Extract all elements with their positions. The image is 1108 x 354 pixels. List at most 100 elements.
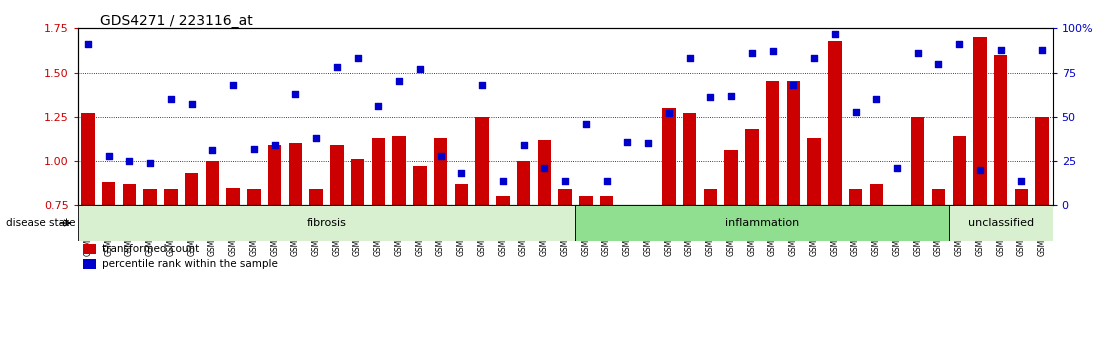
- Bar: [206, 161, 219, 205]
- Point: [597, 178, 615, 183]
- Bar: [704, 189, 717, 205]
- Bar: [953, 136, 966, 205]
- Bar: [766, 81, 779, 205]
- Bar: [434, 138, 448, 205]
- Point: [473, 82, 491, 88]
- Bar: [725, 150, 738, 205]
- Bar: [911, 117, 924, 205]
- Bar: [663, 108, 676, 205]
- Bar: [808, 138, 821, 205]
- Point: [369, 103, 387, 109]
- Bar: [994, 55, 1007, 205]
- Point: [349, 56, 367, 61]
- Text: transformed count: transformed count: [102, 244, 199, 254]
- Bar: [973, 37, 987, 205]
- Bar: [1015, 189, 1028, 205]
- Point: [660, 110, 678, 116]
- Bar: [575, 205, 948, 241]
- Point: [763, 48, 781, 54]
- Bar: [1036, 117, 1049, 205]
- Point: [971, 167, 988, 173]
- Point: [142, 160, 160, 166]
- Point: [245, 146, 263, 152]
- Point: [909, 50, 926, 56]
- Point: [556, 178, 574, 183]
- Bar: [870, 184, 883, 205]
- Bar: [392, 136, 406, 205]
- Point: [390, 79, 408, 84]
- Point: [701, 95, 719, 100]
- Point: [535, 165, 553, 171]
- Point: [889, 165, 906, 171]
- Point: [577, 121, 595, 127]
- Bar: [83, 259, 96, 269]
- Bar: [83, 244, 96, 254]
- Point: [266, 142, 284, 148]
- Point: [618, 139, 636, 144]
- Point: [224, 82, 242, 88]
- Bar: [247, 189, 260, 205]
- Bar: [78, 205, 575, 241]
- Point: [432, 153, 450, 159]
- Point: [287, 91, 305, 97]
- Bar: [81, 113, 94, 205]
- Bar: [289, 143, 302, 205]
- Text: fibrosis: fibrosis: [307, 218, 347, 228]
- Point: [639, 141, 657, 146]
- Point: [411, 66, 429, 72]
- Point: [79, 41, 96, 47]
- Point: [494, 178, 512, 183]
- Point: [452, 171, 470, 176]
- Bar: [268, 145, 281, 205]
- Bar: [558, 189, 572, 205]
- Point: [328, 64, 346, 70]
- Point: [930, 61, 947, 67]
- Point: [825, 31, 843, 36]
- Bar: [102, 182, 115, 205]
- Point: [1013, 178, 1030, 183]
- Text: percentile rank within the sample: percentile rank within the sample: [102, 259, 278, 269]
- Bar: [371, 138, 386, 205]
- Text: disease state: disease state: [6, 218, 75, 228]
- Point: [722, 93, 740, 98]
- Bar: [579, 196, 593, 205]
- Point: [100, 153, 117, 159]
- Bar: [516, 161, 531, 205]
- Point: [121, 158, 138, 164]
- Point: [806, 56, 823, 61]
- Bar: [787, 81, 800, 205]
- Bar: [309, 189, 322, 205]
- Bar: [123, 184, 136, 205]
- Bar: [537, 140, 551, 205]
- Text: inflammation: inflammation: [725, 218, 799, 228]
- Point: [992, 47, 1009, 52]
- Point: [868, 96, 885, 102]
- Point: [162, 96, 179, 102]
- Point: [680, 56, 698, 61]
- Bar: [351, 159, 365, 205]
- Point: [951, 41, 968, 47]
- Bar: [226, 188, 240, 205]
- Bar: [683, 113, 696, 205]
- Bar: [185, 173, 198, 205]
- Point: [743, 50, 761, 56]
- Text: GDS4271 / 223116_at: GDS4271 / 223116_at: [100, 14, 253, 28]
- Point: [183, 102, 201, 107]
- Bar: [330, 145, 343, 205]
- Bar: [143, 189, 157, 205]
- Bar: [164, 189, 177, 205]
- Bar: [454, 184, 468, 205]
- Point: [784, 82, 802, 88]
- Bar: [413, 166, 427, 205]
- Text: unclassified: unclassified: [967, 218, 1034, 228]
- Bar: [599, 196, 614, 205]
- Bar: [948, 205, 1053, 241]
- Point: [515, 142, 533, 148]
- Bar: [828, 41, 841, 205]
- Bar: [496, 196, 510, 205]
- Bar: [849, 189, 862, 205]
- Point: [307, 135, 325, 141]
- Point: [1034, 47, 1051, 52]
- Bar: [475, 117, 489, 205]
- Point: [847, 109, 864, 114]
